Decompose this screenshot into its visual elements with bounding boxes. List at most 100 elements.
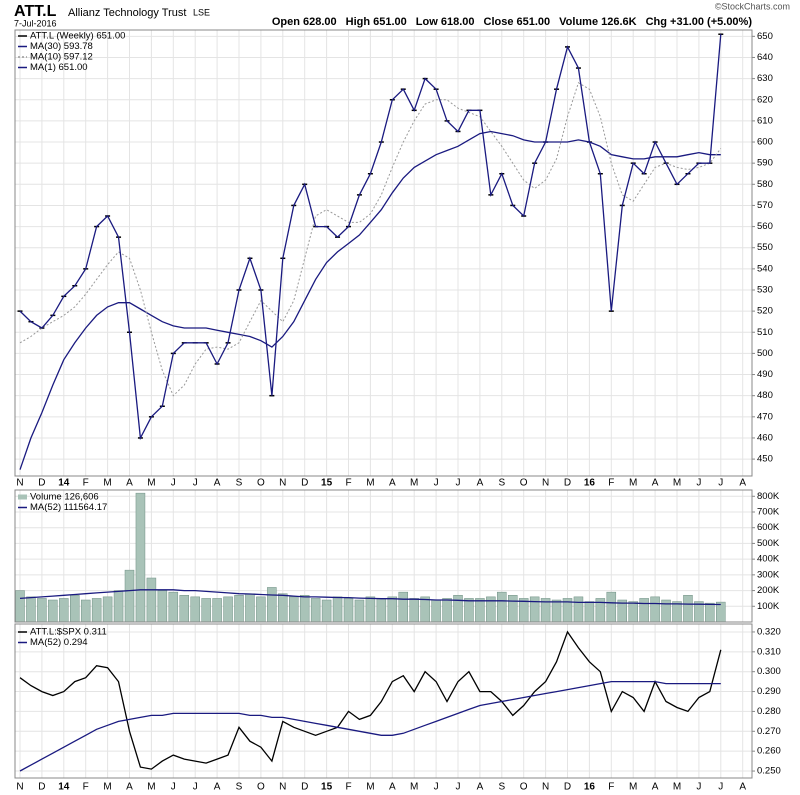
x-tick-label: F: [608, 478, 614, 489]
volume-bar: [475, 598, 485, 623]
y-tick-label: 0.290: [757, 686, 781, 697]
x-tick-label: M: [103, 782, 111, 793]
legend-label: MA(10) 597.12: [30, 52, 93, 63]
volume-bar: [223, 596, 233, 623]
x-tick-label: A: [214, 782, 221, 793]
y-tick-label: 600: [757, 137, 773, 148]
x-tick-label: N: [542, 782, 549, 793]
x-tick-label: O: [257, 782, 265, 793]
y-tick-label: 700K: [757, 507, 780, 518]
volume-bar: [234, 595, 244, 623]
y-tick-label: 610: [757, 115, 773, 126]
y-tick-label: 0.250: [757, 766, 781, 777]
x-tick-label: N: [16, 782, 23, 793]
y-tick-label: 580: [757, 179, 773, 190]
x-tick-label: F: [345, 478, 351, 489]
x-tick-label: M: [366, 478, 374, 489]
x-tick-label: D: [38, 782, 45, 793]
x-tick-label: A: [477, 478, 484, 489]
y-tick-label: 0.260: [757, 746, 781, 757]
volume-bar: [168, 591, 179, 623]
company-name: Allianz Technology Trust: [68, 7, 186, 19]
panel-frame: [14, 623, 753, 779]
volume-bar: [135, 492, 146, 623]
volume-bar: [376, 598, 387, 623]
volume-bar: [113, 590, 124, 623]
legend-label: Volume 126,606: [30, 492, 99, 503]
y-tick-label: 500K: [757, 538, 780, 549]
volume-bar: [551, 599, 562, 623]
y-tick-label: 400K: [757, 554, 780, 565]
volume-bar: [80, 599, 91, 623]
volume-bar: [639, 598, 649, 623]
x-tick-label: J: [718, 478, 723, 489]
volume-bar: [70, 595, 80, 623]
volume-bar: [321, 599, 332, 623]
x-tick-label: 15: [321, 782, 333, 793]
volume-bar: [431, 599, 441, 623]
x-tick-label: S: [236, 478, 243, 489]
x-tick-label: D: [301, 782, 308, 793]
symbol: ATT.L: [14, 3, 57, 20]
x-tick-label: D: [38, 478, 45, 489]
volume-bar: [409, 598, 419, 623]
exchange: LSE: [193, 7, 210, 17]
panel-frame: [14, 29, 753, 477]
x-tick-label: N: [542, 478, 549, 489]
x-tick-label: A: [739, 478, 746, 489]
credit: ©StockCharts.com: [715, 1, 790, 11]
volume-bar: [442, 598, 452, 623]
quote-item: Low 618.00: [416, 16, 475, 28]
series-line: [19, 34, 722, 441]
volume-bar: [146, 577, 157, 623]
volume-bar: [201, 598, 211, 623]
x-tick-label: A: [652, 478, 659, 489]
x-tick-label: F: [83, 478, 89, 489]
x-tick-label: J: [456, 478, 461, 489]
series-line: [19, 130, 721, 470]
x-tick-label: M: [629, 782, 637, 793]
y-tick-label: 590: [757, 158, 773, 169]
x-tick-label: 15: [321, 478, 333, 489]
volume-bar: [497, 591, 507, 623]
y-tick-label: 470: [757, 411, 773, 422]
y-tick-label: 480: [757, 390, 773, 401]
x-tick-label: F: [83, 782, 89, 793]
volume-bar: [15, 590, 25, 623]
legend-label: MA(52) 111564.17: [30, 502, 107, 513]
volume-bar: [310, 598, 321, 623]
x-tick-label: S: [498, 478, 505, 489]
volume-bar: [387, 596, 398, 623]
series-line: [19, 680, 721, 772]
volume-bar: [420, 596, 430, 623]
x-tick-label: O: [520, 478, 528, 489]
y-tick-label: 620: [757, 94, 773, 105]
volume-bar: [628, 601, 638, 623]
x-tick-label: J: [434, 782, 439, 793]
x-tick-label: S: [498, 782, 505, 793]
y-tick-label: 200K: [757, 585, 780, 596]
volume-bar: [650, 596, 660, 623]
volume-bar: [179, 595, 189, 623]
y-tick-label: 510: [757, 327, 773, 338]
quote: Open 628.00 High 651.00 Low 618.00 Close 65…: [272, 16, 753, 28]
x-tick-label: O: [520, 782, 528, 793]
volume-bar: [267, 587, 277, 623]
x-tick-label: J: [696, 782, 701, 793]
volume-bar: [26, 596, 36, 623]
y-tick-label: 800K: [757, 491, 780, 502]
y-tick-label: 520: [757, 306, 773, 317]
x-tick-label: O: [257, 478, 265, 489]
x-tick-label: A: [214, 478, 221, 489]
legend-label: MA(1) 651.00: [30, 62, 88, 73]
legend-label: MA(30) 593.78: [30, 41, 93, 52]
x-tick-label: 16: [584, 782, 596, 793]
volume-bar: [683, 595, 693, 623]
volume-bar: [212, 598, 222, 623]
volume-bar: [606, 591, 617, 623]
y-tick-label: 530: [757, 285, 773, 296]
y-tick-label: 0.320: [757, 626, 781, 637]
panel-frame: [14, 489, 753, 623]
volume-bar: [672, 601, 682, 623]
